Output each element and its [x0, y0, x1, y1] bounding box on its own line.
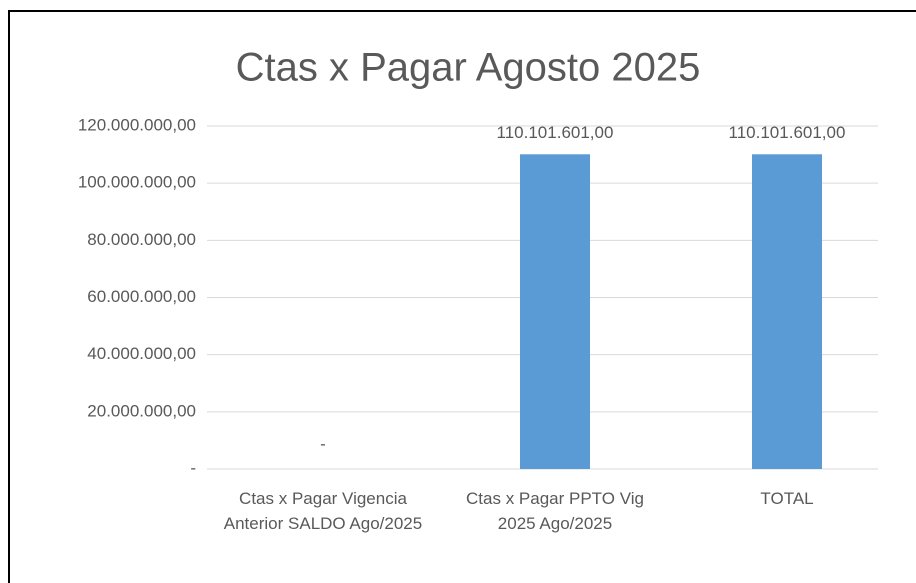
data-label: 110.101.601,00	[729, 123, 846, 142]
y-tick-label: -	[190, 458, 196, 477]
y-tick-label: 120.000.000,00	[78, 115, 196, 134]
y-tick-label: 40.000.000,00	[87, 344, 196, 363]
chart-title: Ctas x Pagar Agosto 2025	[236, 46, 701, 90]
x-tick-label: TOTAL	[760, 489, 814, 508]
bar	[752, 154, 822, 470]
y-tick-label: 80.000.000,00	[87, 230, 196, 249]
x-tick-label: Ctas x Pagar Vigencia Anterior SALDO Ago…	[223, 489, 423, 533]
y-tick-label: 20.000.000,00	[87, 401, 196, 420]
y-tick-label: 60.000.000,00	[87, 287, 196, 306]
x-tick-label: Ctas x Pagar PPTO Vig 2025 Ago/2025	[466, 489, 644, 533]
bar	[520, 154, 590, 470]
data-label: 110.101.601,00	[497, 123, 614, 142]
y-tick-label: 100.000.000,00	[78, 173, 196, 192]
data-label: -	[320, 434, 326, 453]
